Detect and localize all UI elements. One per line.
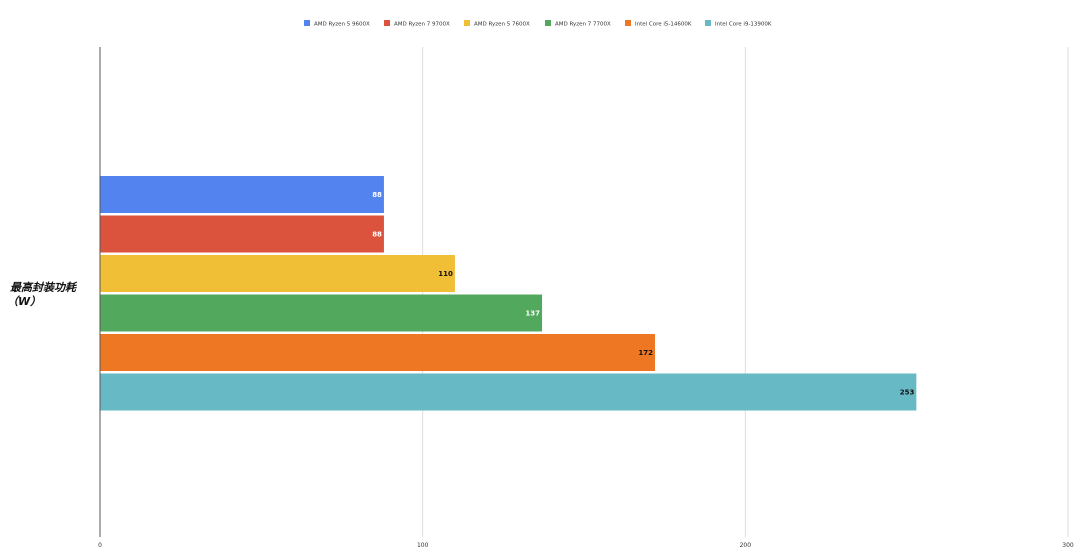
legend-item: Intel Core i9-13900K — [705, 20, 772, 28]
bar-3 — [100, 255, 455, 292]
legend-item: AMD Ryzen 5 9600X — [304, 20, 370, 28]
bar-2 — [100, 215, 384, 253]
legend-swatch — [705, 20, 711, 26]
bar-4 — [100, 294, 543, 332]
legend-item: AMD Ryzen 7 7700X — [545, 20, 611, 28]
bar-value-label: 137 — [525, 310, 540, 318]
legend: AMD Ryzen 5 9600X AMD Ryzen 7 9700X AMD Ry… — [304, 20, 772, 28]
bars: 88 88 110 137 172 253 — [100, 176, 917, 411]
bar-value-label: 172 — [638, 349, 653, 357]
gridlines — [422, 47, 1069, 537]
bar-5 — [100, 334, 655, 371]
legend-item: AMD Ryzen 7 9700X — [384, 20, 450, 28]
legend-label: AMD Ryzen 7 7700X — [555, 22, 611, 28]
legend-label: AMD Ryzen 5 9600X — [314, 22, 370, 28]
bar-6 — [100, 373, 917, 411]
bar-value-label: 253 — [900, 389, 915, 397]
bar-value-label: 88 — [372, 231, 382, 239]
legend-label: Intel Core i9-13900K — [715, 22, 772, 28]
category-label: 最高封装功耗（W） — [7, 281, 78, 308]
bar-value-label: 88 — [372, 191, 382, 199]
legend-label: AMD Ryzen 7 9700X — [394, 22, 450, 28]
legend-item: AMD Ryzen 5 7600X — [464, 20, 530, 28]
legend-swatch — [464, 20, 470, 26]
x-tick-label: 0 — [98, 542, 102, 549]
legend-swatch — [545, 20, 551, 26]
axes: 0 100 200 300 最高封装功耗（W） — [7, 47, 1074, 549]
bar-1 — [100, 176, 384, 213]
x-tick-label: 200 — [740, 542, 752, 549]
bar-value-label: 110 — [438, 270, 453, 278]
legend-swatch — [384, 20, 390, 26]
legend-swatch — [625, 20, 631, 26]
x-tick-label: 300 — [1062, 542, 1074, 549]
legend-item: Intel Core i5-14600K — [625, 20, 692, 28]
legend-swatch — [304, 20, 310, 26]
x-tick-label: 100 — [417, 542, 429, 549]
legend-label: Intel Core i5-14600K — [635, 22, 692, 28]
legend-label: AMD Ryzen 5 7600X — [474, 22, 530, 28]
